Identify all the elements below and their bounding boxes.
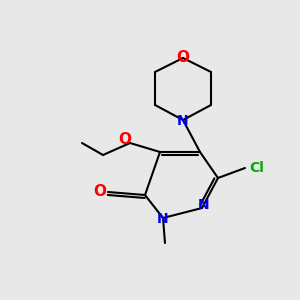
- Text: N: N: [157, 212, 169, 226]
- Text: N: N: [198, 198, 210, 212]
- Text: Cl: Cl: [249, 161, 264, 175]
- Text: N: N: [177, 114, 189, 128]
- Text: O: O: [176, 50, 190, 64]
- Text: O: O: [94, 184, 106, 200]
- Text: O: O: [118, 133, 131, 148]
